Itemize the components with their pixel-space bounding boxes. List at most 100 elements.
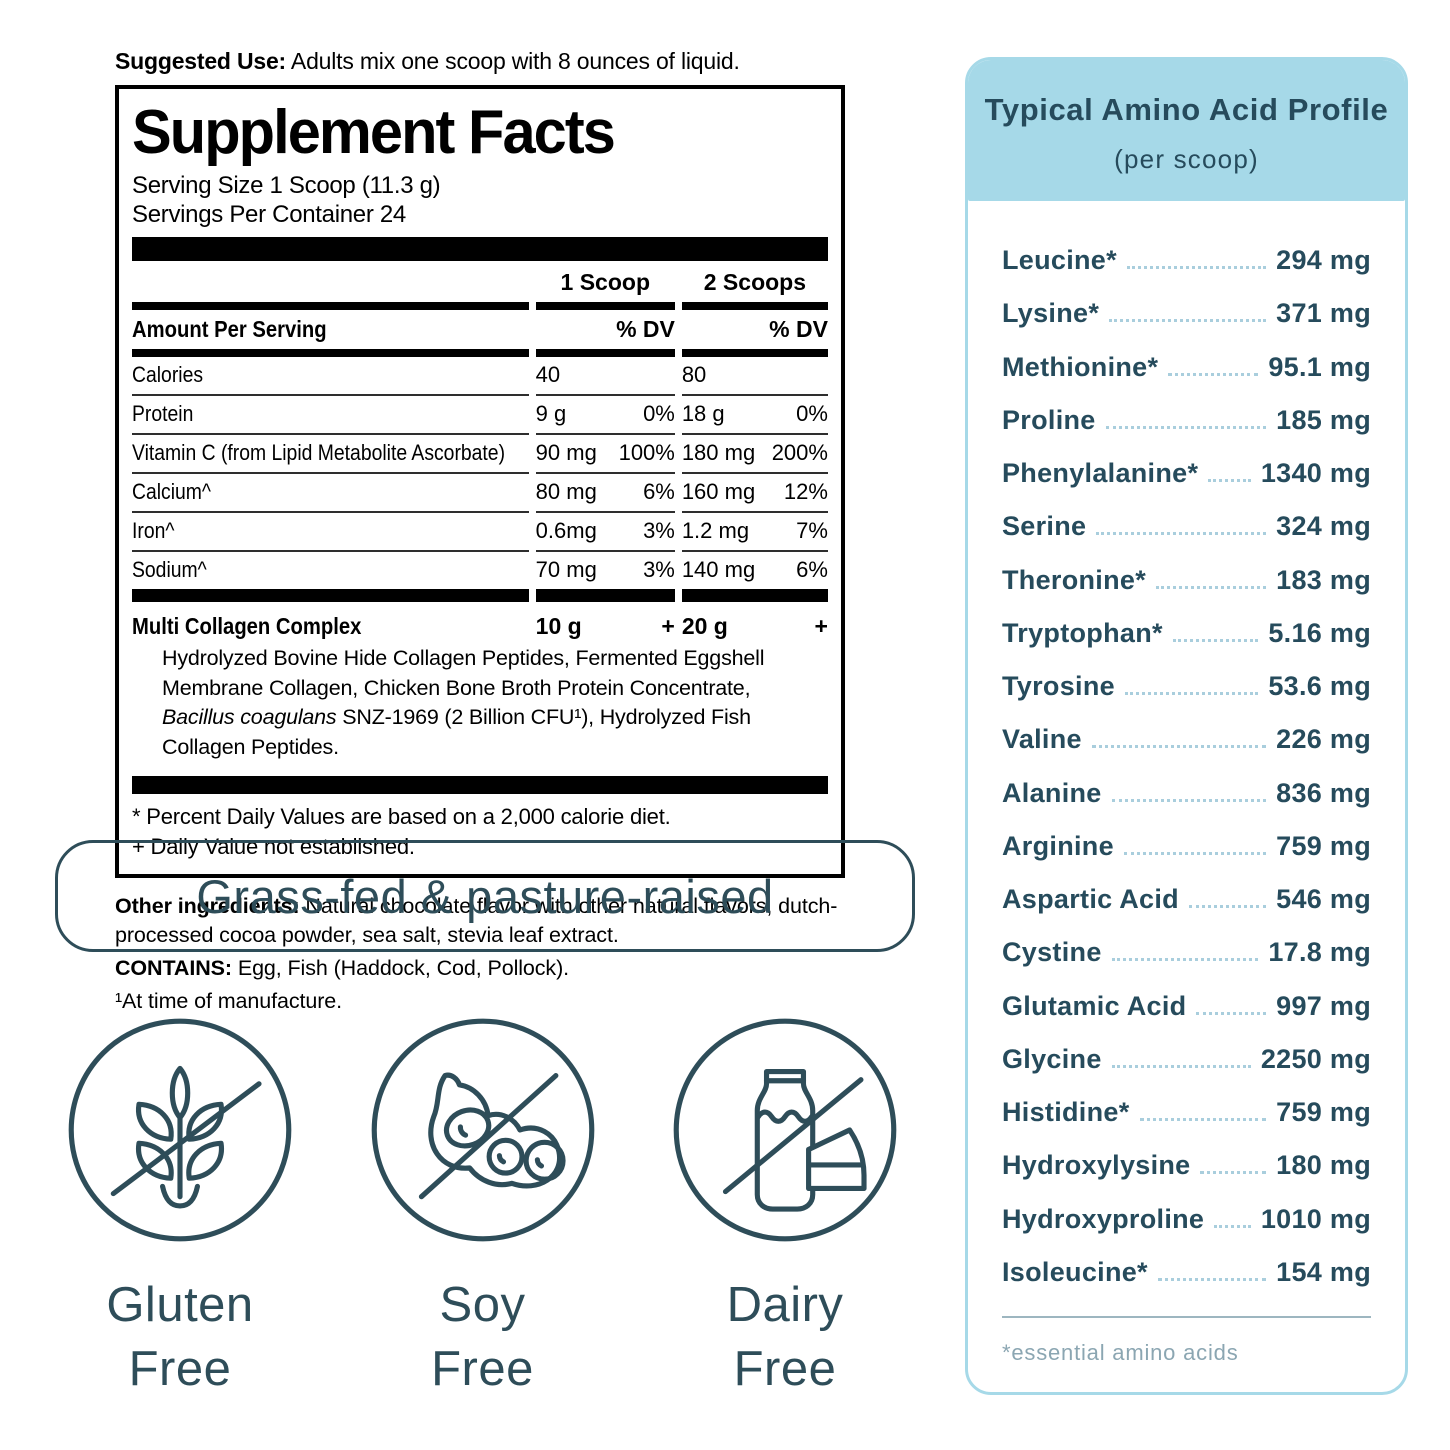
amino-acid-value: 371 mg: [1276, 298, 1371, 329]
free-from-badges: Gluten Free Soy Free: [55, 1012, 910, 1401]
nutrient-dv-1scoop: 3%: [643, 517, 675, 543]
nutrient-amount-1scoop: 0.6mg: [535, 517, 597, 543]
nutrient-rows: Calories 40 80 Protein 9 g 0%: [132, 357, 828, 589]
nutrient-amount-2scoops: 140 mg: [681, 556, 756, 582]
nutrient-dv-2scoops: 6%: [796, 556, 828, 582]
label-left-column: Suggested Use: Adults mix one scoop with…: [115, 48, 845, 1020]
suggested-use-line: Suggested Use: Adults mix one scoop with…: [115, 48, 845, 75]
bar-segment: [132, 301, 529, 310]
amino-acid-value: 997 mg: [1276, 990, 1371, 1021]
dotted-leader: [1111, 798, 1267, 802]
nutrient-row: Calcium^ 80 mg 6% 160 mg 12%: [132, 471, 828, 511]
amino-acid-value: 294 mg: [1276, 245, 1371, 275]
amino-panel-title: Typical Amino Acid Profile: [984, 92, 1389, 127]
bar-segment: [681, 301, 828, 310]
amino-acid-value: 95.1 mg: [1268, 351, 1371, 382]
wheat-slash-icon: [68, 1018, 292, 1242]
nutrient-name: Calcium^: [132, 478, 212, 504]
amino-acid-name: Lysine*: [1002, 298, 1100, 329]
nutrient-row: Iron^ 0.6mg 3% 1.2 mg 7%: [132, 510, 828, 550]
amino-acid-row: Serine 324 mg: [1002, 511, 1371, 542]
nutrient-name: Protein: [132, 400, 194, 426]
bar-segment: [132, 588, 529, 602]
dotted-leader: [1196, 1011, 1267, 1015]
collagen-complex-name: Multi Collagen Complex: [132, 612, 362, 639]
amino-acid-row: Isoleucine* 154 mg: [1002, 1257, 1371, 1288]
other-ingredients-block: Other ingredients: Natural chocolate fla…: [115, 892, 845, 1016]
badge-label-line: Free: [733, 1341, 837, 1396]
nutrient-row: Vitamin C (from Lipid Metabolite Ascorba…: [132, 432, 828, 472]
amino-acid-list: Leucine* 294 mg Lysine* 371 mg Methionin…: [1002, 245, 1371, 1288]
amino-acid-row: Valine 226 mg: [1002, 724, 1371, 755]
amino-acid-name: Tryptophan*: [1002, 617, 1163, 648]
divider-bar-segmented: [132, 588, 828, 602]
collagen-desc-species: Bacillus coagulans: [162, 705, 337, 730]
badge-label-line: Gluten: [106, 1278, 254, 1332]
amino-acid-value: 546 mg: [1276, 884, 1371, 914]
facts-footnotes: * Percent Daily Values are based on a 2,…: [132, 794, 828, 861]
amino-acid-value: 5.16 mg: [1268, 617, 1371, 648]
amino-acid-name: Glycine: [1002, 1043, 1102, 1074]
nutrient-dv-2scoops: 7%: [796, 517, 828, 543]
contains-label: CONTAINS:: [115, 955, 232, 980]
col2-header: 2 Scoops: [703, 268, 807, 295]
supplement-facts-panel: Supplement Facts Serving Size 1 Scoop (1…: [115, 85, 845, 878]
badge-gluten-free-label: Gluten Free: [106, 1274, 253, 1401]
amino-acid-row: Aspartic Acid 546 mg: [1002, 884, 1371, 915]
dotted-leader: [1172, 638, 1259, 642]
amino-acid-name: Hydroxylysine: [1002, 1150, 1191, 1181]
dotted-leader: [1157, 1277, 1267, 1281]
badge-label-line: Soy: [439, 1278, 526, 1332]
amino-acid-row: Glutamic Acid 997 mg: [1002, 991, 1371, 1022]
badge-soy-free-label: Soy Free: [431, 1274, 534, 1401]
collagen-complex-row: Multi Collagen Complex 10 g + 20 g +: [132, 602, 828, 642]
dotted-leader: [1214, 1224, 1251, 1228]
amino-acid-name: Methionine*: [1002, 351, 1159, 382]
nutrient-amount-2scoops: 80: [681, 361, 707, 387]
amino-acid-row: Phenylalanine* 1340 mg: [1002, 458, 1371, 489]
dotted-leader: [1111, 958, 1259, 962]
nutrient-row: Sodium^ 70 mg 3% 140 mg 6%: [132, 549, 828, 589]
bar-segment: [535, 588, 675, 602]
nutrient-dv-1scoop: 100%: [618, 439, 675, 465]
amino-panel-header: Typical Amino Acid Profile (per scoop): [968, 60, 1405, 201]
amino-acid-name: Arginine: [1002, 830, 1114, 861]
dotted-leader: [1105, 425, 1267, 429]
soybean-slash-icon: [371, 1018, 594, 1242]
amino-acid-row: Tryptophan* 5.16 mg: [1002, 618, 1371, 649]
dotted-leader: [1123, 851, 1267, 855]
nutrient-amount-1scoop: 80 mg: [535, 478, 597, 504]
amino-acid-value: 759 mg: [1276, 1097, 1371, 1127]
nutrient-name: Iron^: [132, 517, 175, 543]
collagen-desc-text: SNZ-1969 (2 Billion CFU¹), Hydrolyzed Fi…: [162, 705, 751, 759]
bar-segment: [535, 348, 675, 357]
bar-segment: [535, 301, 675, 310]
other-ingredients-label: Other ingredients:: [115, 893, 300, 918]
amino-acid-name: Cystine: [1002, 937, 1102, 968]
bar-segment: [681, 588, 828, 602]
spacer-cell: [132, 269, 529, 296]
amino-acid-name: Phenylalanine*: [1002, 458, 1199, 488]
amino-panel-body: Leucine* 294 mg Lysine* 371 mg Methionin…: [968, 201, 1405, 1392]
amino-acid-row: Methionine* 95.1 mg: [1002, 352, 1371, 383]
nutrient-amount-1scoop: 9 g: [535, 400, 567, 426]
amino-acid-value: 226 mg: [1276, 724, 1371, 755]
bar-segment: [681, 348, 828, 357]
amino-acid-name: Theronine*: [1002, 564, 1147, 595]
nutrient-name: Vitamin C (from Lipid Metabolite Ascorba…: [132, 439, 506, 465]
amino-acid-value: 759 mg: [1276, 830, 1371, 861]
amino-acid-value: 180 mg: [1276, 1150, 1371, 1181]
dotted-leader: [1188, 905, 1267, 908]
dotted-leader: [1200, 1171, 1267, 1175]
badge-soy-free: Soy Free: [358, 1012, 608, 1401]
grass-fed-banner: Grass-fed & pasture-raised: [55, 840, 915, 952]
divider-bar-segmented: [132, 348, 828, 357]
amino-acid-row: Glycine 2250 mg: [1002, 1044, 1371, 1075]
badge-label-line: Dairy: [726, 1278, 844, 1332]
badge-dairy-free-label: Dairy Free: [727, 1274, 844, 1401]
divider-bar-segmented: [132, 301, 828, 310]
badge-dairy-free: Dairy Free: [660, 1012, 910, 1401]
amino-acid-value: 2250 mg: [1260, 1043, 1371, 1074]
amino-acid-row: Arginine 759 mg: [1002, 831, 1371, 862]
amino-acid-row: Hydroxyproline 1010 mg: [1002, 1204, 1371, 1235]
